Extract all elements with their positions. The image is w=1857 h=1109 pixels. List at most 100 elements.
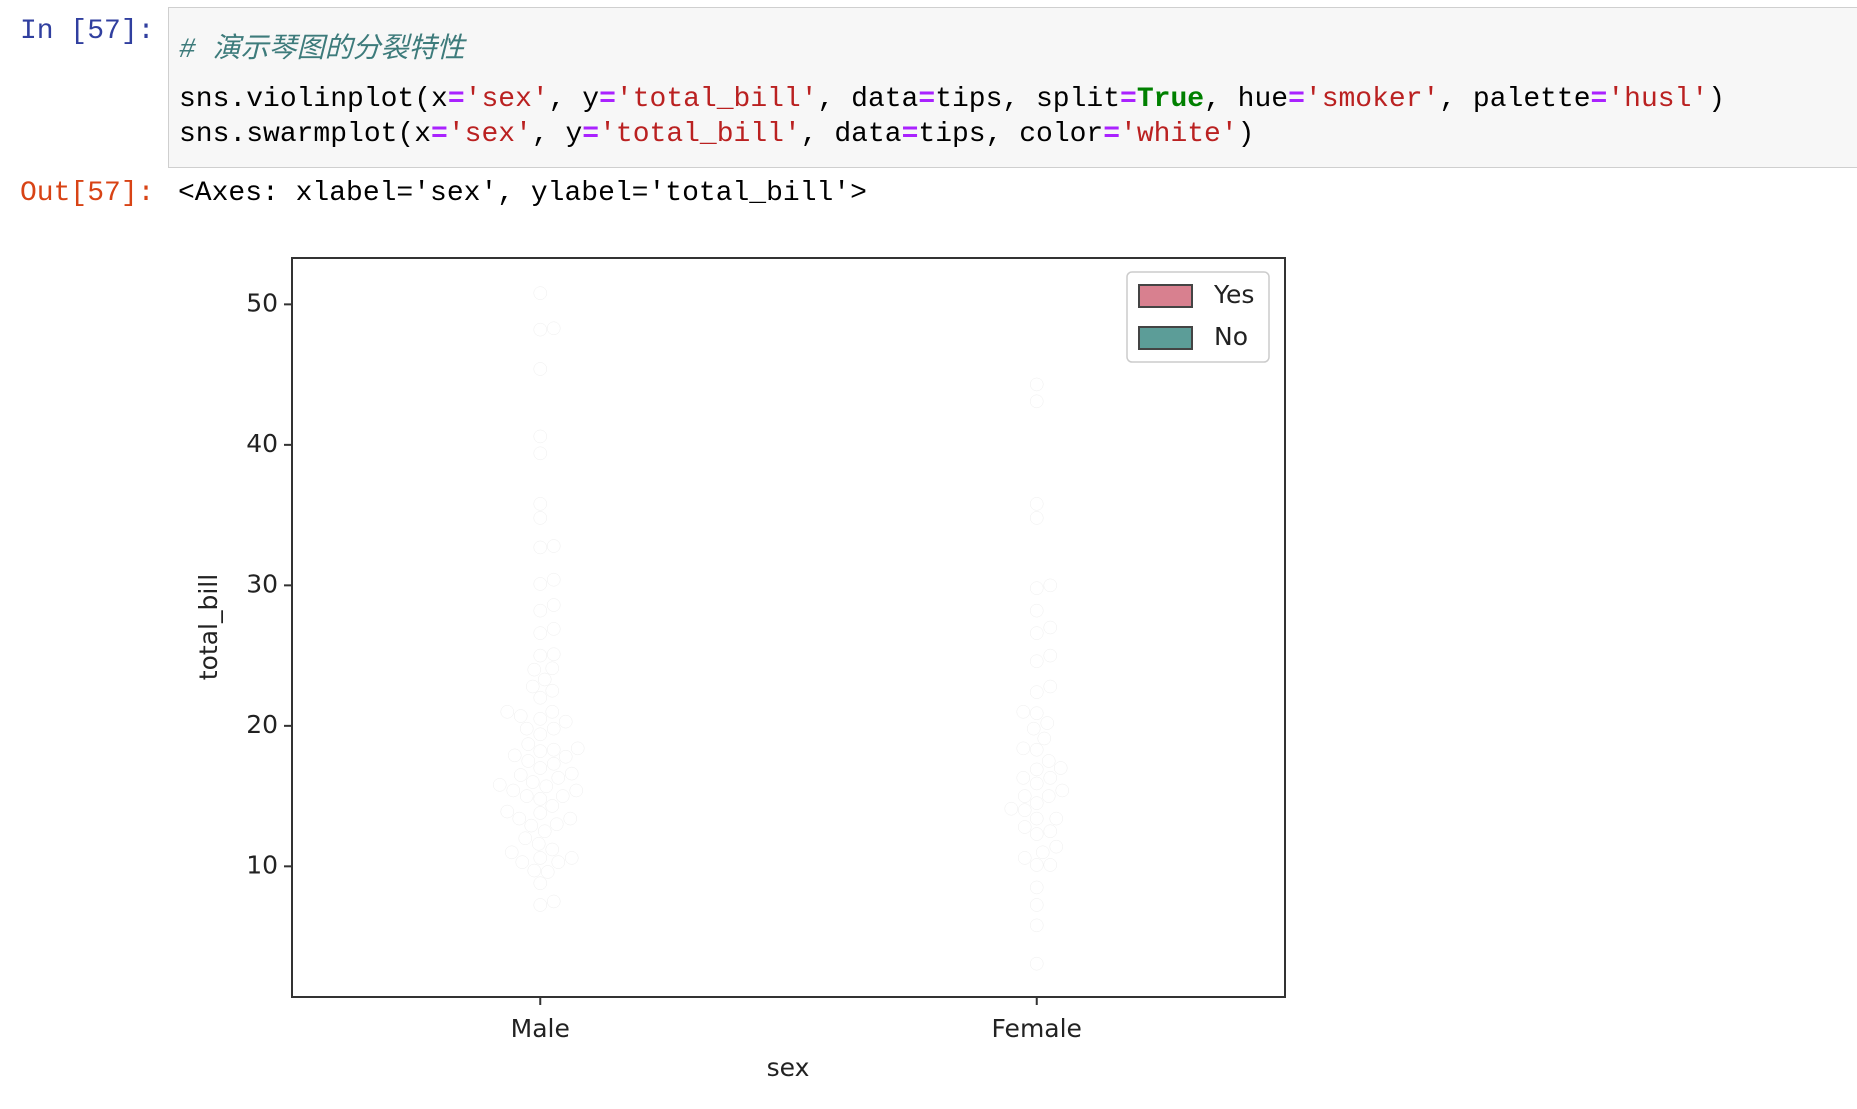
swarm-point	[559, 750, 573, 764]
code-cell[interactable]: # 演示琴图的分裂特性 sns.violinplot(x='sex', y='t…	[168, 7, 1857, 168]
swarm-point	[1043, 858, 1057, 872]
swarm-point	[1037, 731, 1051, 746]
code-token: 'sex'	[447, 119, 532, 150]
x-tick-label: Male	[511, 1014, 570, 1043]
axes-frame	[291, 257, 1286, 998]
code-token: sns.swarmplot(x	[179, 119, 432, 150]
y-tick-label: 50	[246, 288, 278, 317]
swarm-point	[569, 783, 583, 798]
code-token: =	[1103, 119, 1121, 150]
swarm-point	[1030, 796, 1044, 810]
swarm-point	[533, 322, 547, 337]
swarm-point	[1049, 839, 1063, 854]
swarm-point	[545, 661, 559, 675]
swarm-point	[547, 742, 561, 757]
swarm-point	[500, 804, 514, 819]
code-token: 'white'	[1120, 119, 1238, 150]
code-token: , y	[531, 119, 583, 150]
input-prompt: In [57]:	[20, 16, 155, 47]
swarm-point	[514, 709, 528, 723]
swarm-point	[505, 845, 519, 860]
swarm-point	[547, 757, 561, 771]
y-tick-label: 40	[246, 429, 278, 458]
code-comment: # 演示琴图的分裂特性	[179, 35, 465, 66]
swarm-point	[547, 598, 561, 612]
swarm-point	[1049, 811, 1063, 826]
swarm-point	[533, 744, 547, 758]
swarm-point	[1030, 811, 1044, 826]
swarm-point	[1030, 626, 1044, 640]
swarm-point	[547, 539, 561, 553]
swarm-point	[520, 721, 534, 736]
swarm-point	[1030, 581, 1044, 595]
code-token: 'husl'	[1607, 84, 1709, 115]
swarm-point	[533, 286, 547, 300]
code-token: , data	[800, 119, 902, 150]
swarm-point	[1018, 851, 1032, 865]
swarm-point	[551, 771, 565, 785]
code-token: =	[901, 119, 919, 150]
code-token: , data	[817, 84, 919, 115]
swarm-point	[526, 775, 540, 789]
swarm-point	[515, 855, 529, 869]
swarm-point	[1018, 803, 1032, 817]
swarm-point	[545, 683, 559, 698]
swarm-point	[1042, 789, 1056, 803]
swarm-point	[547, 647, 561, 661]
swarm-point	[514, 768, 528, 782]
swarm-point	[500, 705, 514, 719]
swarm-point	[565, 766, 579, 781]
swarm-point	[527, 863, 541, 878]
swarm-point	[1030, 497, 1044, 511]
swarm-point	[1030, 762, 1044, 777]
swarm-point	[1030, 776, 1044, 791]
swarm-point	[533, 761, 547, 775]
swarm-point	[563, 811, 577, 826]
swarm-point	[533, 851, 547, 865]
swarm-point	[545, 799, 559, 813]
swarm-point	[533, 690, 547, 705]
swarm-point	[538, 672, 552, 687]
swarm-point	[1018, 789, 1032, 803]
swarm-point	[512, 811, 526, 826]
code-line: sns.violinplot(x='sex', y='total_bill', …	[179, 84, 1725, 115]
swarm-point	[1043, 771, 1057, 785]
code-token: =	[582, 119, 600, 150]
swarm-point	[1016, 741, 1030, 756]
code-token: , y	[548, 84, 600, 115]
code-token: )	[1708, 84, 1725, 115]
swarm-point	[547, 894, 561, 909]
code-token: =	[431, 119, 448, 150]
swarm-point	[559, 714, 573, 729]
code-token: 'sex'	[464, 84, 549, 115]
x-axis-label: sex	[767, 1053, 810, 1082]
code-token: sns.violinplot(x	[179, 84, 448, 115]
swarm-point	[538, 824, 552, 838]
swarm-point	[533, 792, 547, 806]
legend-swatch	[1138, 284, 1193, 308]
swarm-point	[1036, 845, 1050, 860]
code-token: 'total_bill'	[615, 84, 818, 115]
swarm-point	[1030, 511, 1044, 525]
swarm-point	[547, 721, 561, 736]
swarm-point	[521, 754, 535, 768]
legend-label: No	[1214, 322, 1248, 351]
legend-swatch	[1138, 326, 1193, 350]
swarm-point	[1030, 603, 1044, 618]
swarm-point	[533, 362, 547, 376]
swarm-point	[1043, 679, 1057, 694]
swarm-point	[1054, 761, 1068, 775]
swarm-point	[533, 429, 547, 444]
swarm-point	[526, 679, 540, 694]
code-token: =	[1120, 84, 1137, 115]
swarm-point	[493, 778, 507, 792]
swarm-point	[1043, 620, 1057, 635]
code-token: 'smoker'	[1304, 84, 1440, 115]
swarm-point	[508, 748, 522, 763]
swarm-point	[533, 876, 547, 890]
swarm-point	[533, 446, 547, 461]
swarm-point	[556, 789, 570, 803]
swarm-point	[1027, 721, 1041, 736]
